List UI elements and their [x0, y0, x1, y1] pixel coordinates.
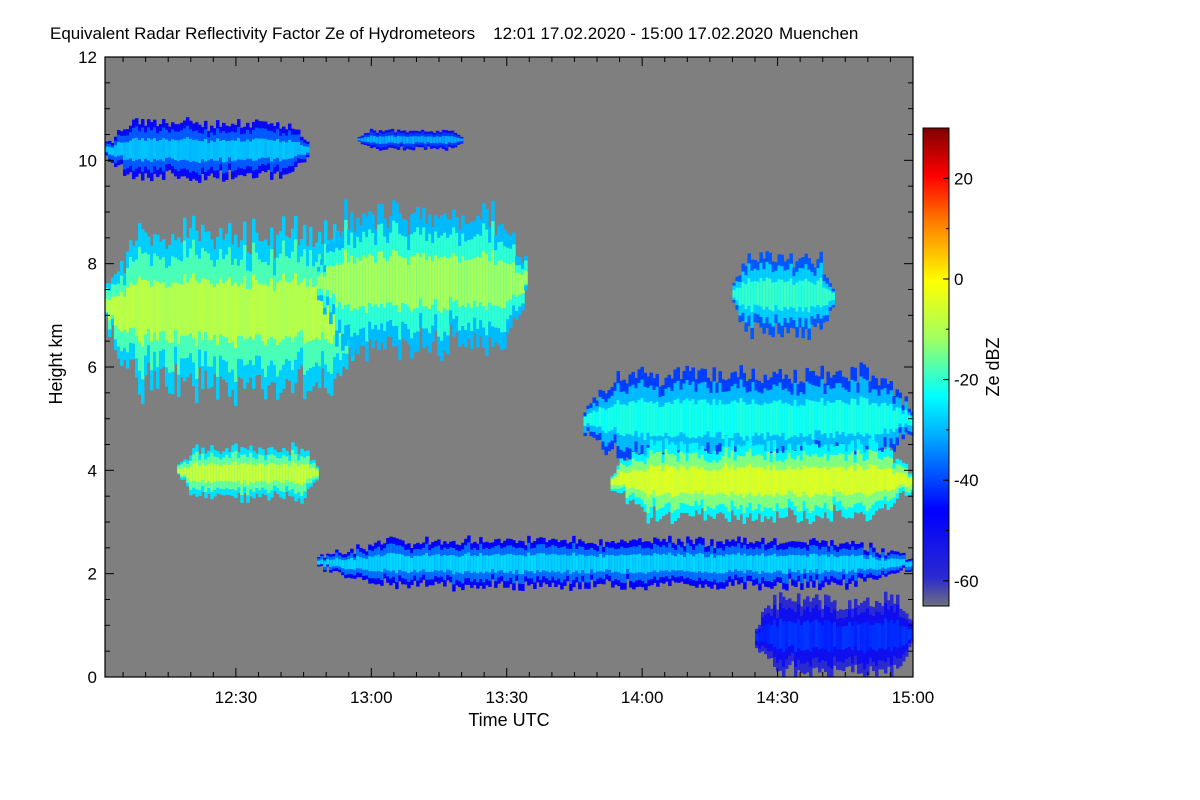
x-tick-label: 15:00	[892, 688, 935, 707]
y-tick-label: 2	[88, 565, 97, 584]
feature-5	[583, 362, 913, 475]
colorbar-tick-label: -60	[954, 572, 979, 591]
y-axis-label: Height km	[46, 323, 66, 404]
feature-3	[317, 199, 528, 362]
feature-9	[755, 591, 913, 677]
y-tick-label: 6	[88, 358, 97, 377]
feature-4	[177, 442, 319, 504]
colorbar-tick-label: 20	[954, 169, 973, 188]
x-axis: 12:30 13:00 13:30 14:00 14:30 15:00	[122, 57, 935, 707]
colorbar-tick-label: -40	[954, 471, 979, 490]
x-tick-label: 12:30	[215, 688, 258, 707]
feature-7	[732, 251, 835, 340]
x-tick-label: 14:00	[621, 688, 664, 707]
reflectivity-features	[105, 117, 913, 677]
y-tick-label: 12	[78, 48, 97, 67]
y-tick-label: 0	[88, 668, 97, 687]
feature-8	[317, 535, 913, 592]
y-tick-label: 8	[88, 255, 97, 274]
feature-6	[610, 435, 913, 525]
colorbar-tick-label: -20	[954, 371, 979, 390]
colorbar-tick-label: 0	[954, 270, 963, 289]
x-tick-label: 13:00	[350, 688, 393, 707]
x-axis-label: Time UTC	[468, 710, 549, 730]
x-tick-label: 13:30	[485, 688, 528, 707]
chart-title: Equivalent Radar Reflectivity Factor Ze …	[50, 24, 858, 43]
feature-2	[105, 215, 364, 406]
y-tick-label: 4	[88, 461, 97, 480]
colorbar-label: Ze dBZ	[983, 337, 1003, 396]
feature-1	[357, 128, 464, 151]
y-axis: 0 2 4 6 8 10 12	[78, 48, 913, 687]
colorbar	[922, 127, 950, 607]
feature-0	[105, 117, 310, 183]
x-tick-label: 14:30	[756, 688, 799, 707]
y-tick-label: 10	[78, 151, 97, 170]
colorbar-ticks: 20 0 -20 -40 -60	[943, 127, 979, 591]
